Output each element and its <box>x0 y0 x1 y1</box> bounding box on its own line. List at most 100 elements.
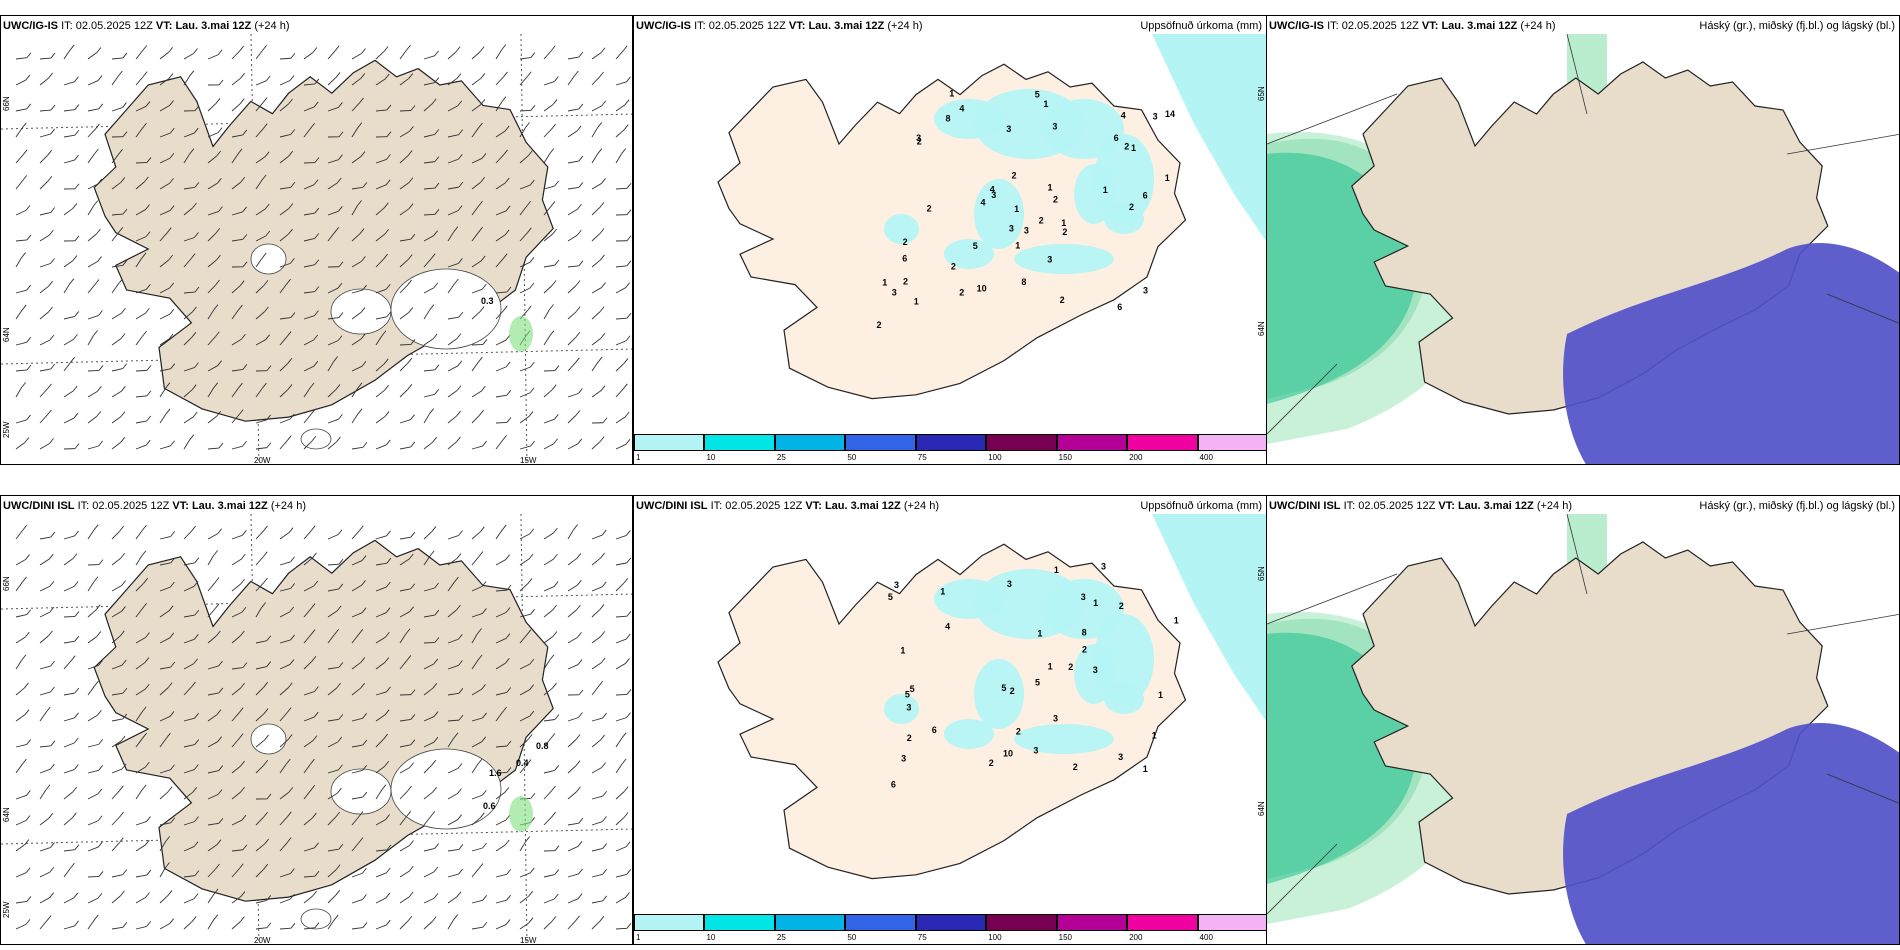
wind-barb <box>471 817 481 826</box>
wind-barb-flag <box>338 714 344 720</box>
wind-barb <box>447 415 457 424</box>
precip-value-label: 3 <box>901 754 906 764</box>
wind-barb-flag <box>482 842 487 849</box>
wind-barb-flag <box>406 655 412 661</box>
wind-barb <box>615 129 625 138</box>
wind-barb <box>159 259 169 268</box>
wind-barb <box>63 283 71 294</box>
wind-barb-flag <box>599 71 604 78</box>
wind-barb-flag <box>266 793 272 800</box>
precip-value-label: 2 <box>877 320 882 330</box>
wind-barb-flag <box>21 122 27 129</box>
wind-barb <box>447 638 459 644</box>
wind-barb <box>567 336 577 346</box>
wind-barb <box>135 607 144 618</box>
wind-barb <box>87 529 95 540</box>
wind-barb-flag <box>121 763 127 770</box>
precip-value-label: 3 <box>1006 124 1011 134</box>
wind-barb <box>63 159 75 164</box>
precip-value-label: 3 <box>1009 224 1014 234</box>
wind-barb <box>495 559 506 566</box>
wind-barb <box>327 741 339 748</box>
vt-value: Lau. 3.mai 12Z <box>191 500 268 512</box>
wind-barb-flag <box>22 576 27 583</box>
wind-barb-flag <box>214 603 220 609</box>
wind-barb <box>471 633 478 644</box>
wind-barb-flag <box>434 582 439 589</box>
wind-barb <box>135 395 147 398</box>
cloud-title: Háský (gr.), miðský (fj.bl.) og lágský (… <box>1699 500 1895 512</box>
precip-value-label: 4 <box>990 184 995 194</box>
wind-barb <box>207 336 216 346</box>
wind-barb-flag <box>482 608 487 614</box>
wind-barb <box>255 102 264 112</box>
wind-barb-flag <box>478 226 483 233</box>
wind-barb <box>63 640 75 644</box>
wind-barb-flag <box>575 306 581 312</box>
wind-barb-flag <box>215 98 221 104</box>
wind-barb-flag <box>334 227 340 233</box>
precip-value-label: 2 <box>1068 662 1073 672</box>
wind-barb <box>279 927 292 930</box>
precip-value-label: 1 <box>949 88 954 98</box>
wind-barb-flag <box>599 228 605 234</box>
wind-barb-flag <box>47 409 52 416</box>
wind-barb <box>207 415 217 424</box>
colorbar-swatch <box>1127 914 1198 931</box>
wind-barb-flag <box>554 845 560 851</box>
wind-barb <box>87 80 99 86</box>
wind-barb-flag <box>48 306 53 313</box>
wind-barb <box>351 927 363 930</box>
wind-barb <box>39 234 50 242</box>
wind-barb <box>231 181 241 190</box>
wind-barb-flag <box>338 261 344 268</box>
wind-barb-flag <box>337 736 343 743</box>
wind-barb <box>87 665 99 670</box>
wind-barb-flag <box>527 734 533 740</box>
lead-time: (+24 h) <box>1536 500 1572 512</box>
it-label: IT: <box>1327 20 1339 32</box>
wind-barb <box>471 689 482 696</box>
wind-barb-flag <box>117 278 123 285</box>
wind-barb-flag <box>506 894 511 901</box>
wind-barb <box>39 711 47 722</box>
wind-barb-flag <box>504 229 510 236</box>
wind-barb-flag <box>458 258 463 264</box>
vt-label: VT: <box>805 500 822 512</box>
glacier-area <box>390 748 502 830</box>
wind-barb-flag <box>289 606 295 613</box>
wind-barb <box>399 588 411 592</box>
wind-barb-flag <box>145 231 151 237</box>
wind-barb <box>567 609 577 618</box>
wind-barb-flag <box>98 765 104 771</box>
wind-barb <box>87 370 100 372</box>
wind-barb <box>375 207 385 216</box>
wind-barb <box>231 285 241 294</box>
wind-barb <box>423 587 435 592</box>
wind-barb <box>15 872 27 878</box>
wind-barb-flag <box>336 682 341 689</box>
wind-barb <box>447 105 458 112</box>
precip-value-label: 1 <box>1158 690 1163 700</box>
wind-barb-flag <box>264 306 269 313</box>
wind-map: 0.3 <box>1 34 632 464</box>
colorbar-swatch <box>845 914 916 931</box>
precip-title: Uppsöfnuð úrkoma (mm) <box>1140 20 1262 32</box>
wind-barb <box>135 844 146 852</box>
wind-barb-flag <box>289 893 295 900</box>
wind-barb-flag <box>26 103 32 110</box>
wind-barb <box>543 636 554 644</box>
precip-area <box>1014 724 1114 754</box>
wind-barb <box>543 558 554 566</box>
wind-barb-flag <box>357 122 363 128</box>
wind-barb <box>15 743 27 748</box>
model-name: UWC/DINI ISL <box>636 500 708 512</box>
precip-value-label: 8 <box>1082 628 1087 638</box>
wind-barb-flag <box>429 408 435 414</box>
wind-barb <box>303 608 312 618</box>
wind-barb <box>183 614 195 618</box>
wind-barb <box>543 104 554 112</box>
wind-barb <box>183 744 195 748</box>
wind-barb <box>255 764 265 774</box>
wind-barb-flag <box>314 286 320 292</box>
